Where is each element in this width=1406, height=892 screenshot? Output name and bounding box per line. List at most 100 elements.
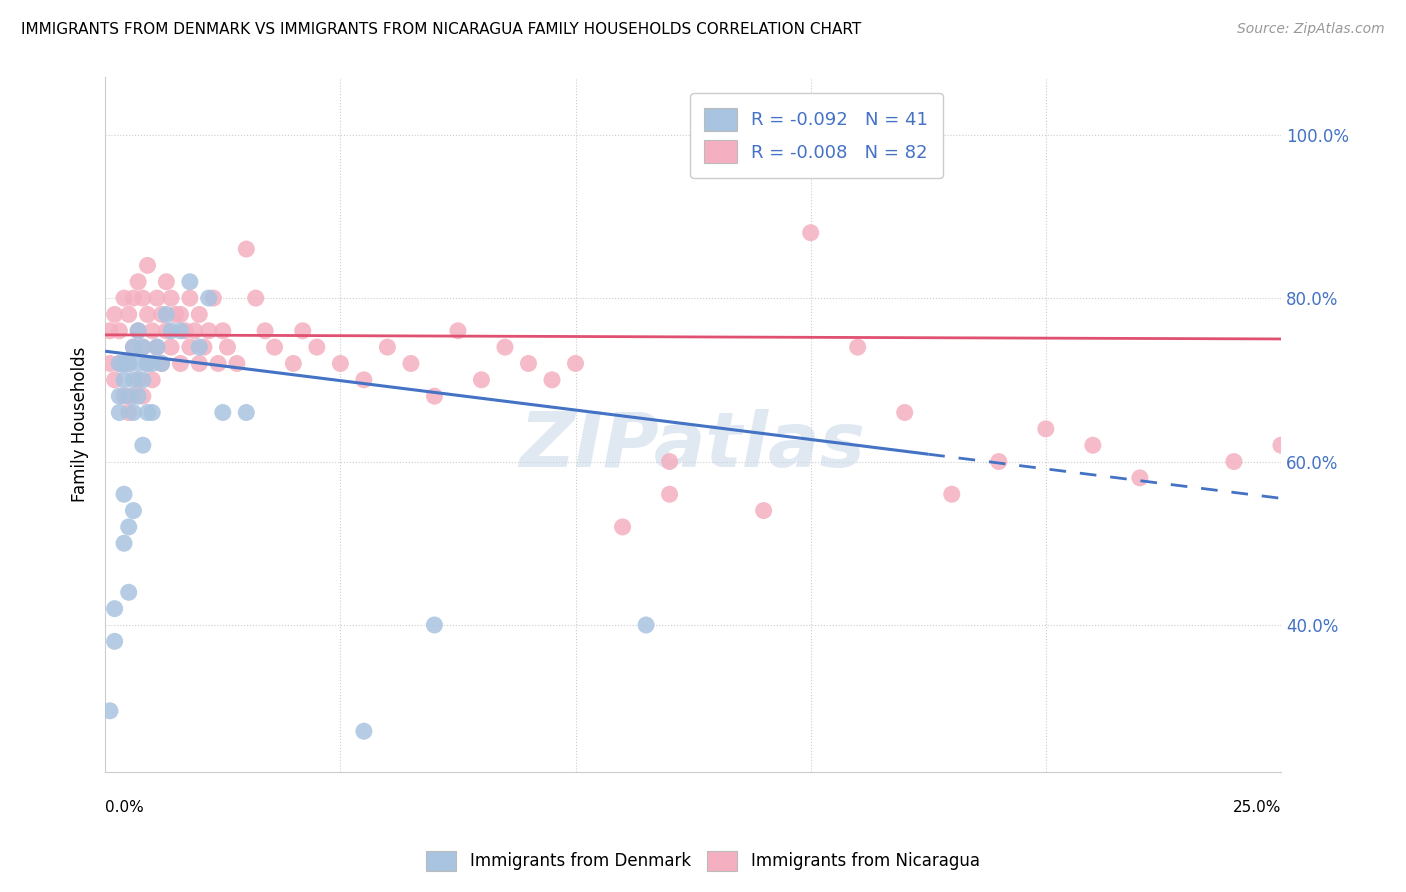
Point [423,618,446,632]
Point [155,308,177,322]
Point [155,275,177,289]
Point [112,356,135,370]
Point [245,291,267,305]
Point [305,340,328,354]
Point [104,308,127,322]
Point [118,585,141,599]
Point [564,356,586,370]
Point [377,340,399,354]
Point [112,487,135,501]
Point [122,503,145,517]
Point [353,373,375,387]
Point [104,373,127,387]
Point [104,634,127,648]
Point [136,259,159,273]
Point [160,324,183,338]
Point [127,389,149,403]
Point [127,373,149,387]
Point [197,291,219,305]
Point [470,373,492,387]
Point [108,356,131,370]
Point [127,356,149,370]
Point [122,405,145,419]
Point [150,356,173,370]
Point [112,291,135,305]
Point [202,291,225,305]
Point [188,356,211,370]
Point [108,324,131,338]
Point [141,356,163,370]
Point [893,405,915,419]
Point [987,454,1010,468]
Point [183,324,205,338]
Point [179,275,201,289]
Point [141,324,163,338]
Point [118,389,141,403]
Text: 0.0%: 0.0% [105,800,143,815]
Point [1081,438,1104,452]
Point [235,405,257,419]
Point [658,454,681,468]
Point [211,324,233,338]
Point [108,356,131,370]
Point [399,356,422,370]
Y-axis label: Family Households: Family Households [72,347,89,502]
Point [1129,471,1152,485]
Point [217,340,239,354]
Point [112,356,135,370]
Point [225,356,247,370]
Point [353,724,375,739]
Point [118,356,141,370]
Point [118,356,141,370]
Point [235,242,257,256]
Point [132,373,155,387]
Point [132,291,155,305]
Point [634,618,657,632]
Point [132,438,155,452]
Point [846,340,869,354]
Point [329,356,352,370]
Point [1270,438,1292,452]
Point [179,340,201,354]
Point [169,308,191,322]
Point [122,340,145,354]
Point [136,405,159,419]
Point [136,308,159,322]
Point [517,356,540,370]
Text: Source: ZipAtlas.com: Source: ZipAtlas.com [1237,22,1385,37]
Point [207,356,229,370]
Point [160,291,183,305]
Point [127,324,149,338]
Point [165,308,187,322]
Point [658,487,681,501]
Point [118,308,141,322]
Point [1223,454,1246,468]
Point [263,340,285,354]
Point [174,324,197,338]
Point [155,324,177,338]
Point [146,340,169,354]
Point [146,340,169,354]
Point [112,389,135,403]
Point [193,340,215,354]
Point [127,324,149,338]
Point [98,704,121,718]
Point [122,373,145,387]
Point [141,373,163,387]
Point [1035,422,1057,436]
Point [494,340,516,354]
Point [541,373,564,387]
Point [132,340,155,354]
Text: ZIPatlas: ZIPatlas [520,409,866,483]
Point [179,291,201,305]
Point [169,324,191,338]
Point [136,356,159,370]
Point [98,356,121,370]
Point [122,389,145,403]
Point [283,356,305,370]
Point [118,520,141,534]
Point [112,373,135,387]
Point [150,308,173,322]
Point [141,405,163,419]
Point [291,324,314,338]
